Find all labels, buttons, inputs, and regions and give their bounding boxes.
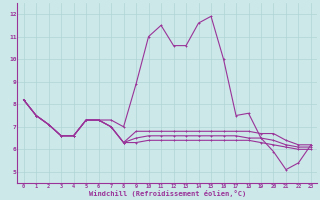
X-axis label: Windchill (Refroidissement éolien,°C): Windchill (Refroidissement éolien,°C) (89, 190, 246, 197)
